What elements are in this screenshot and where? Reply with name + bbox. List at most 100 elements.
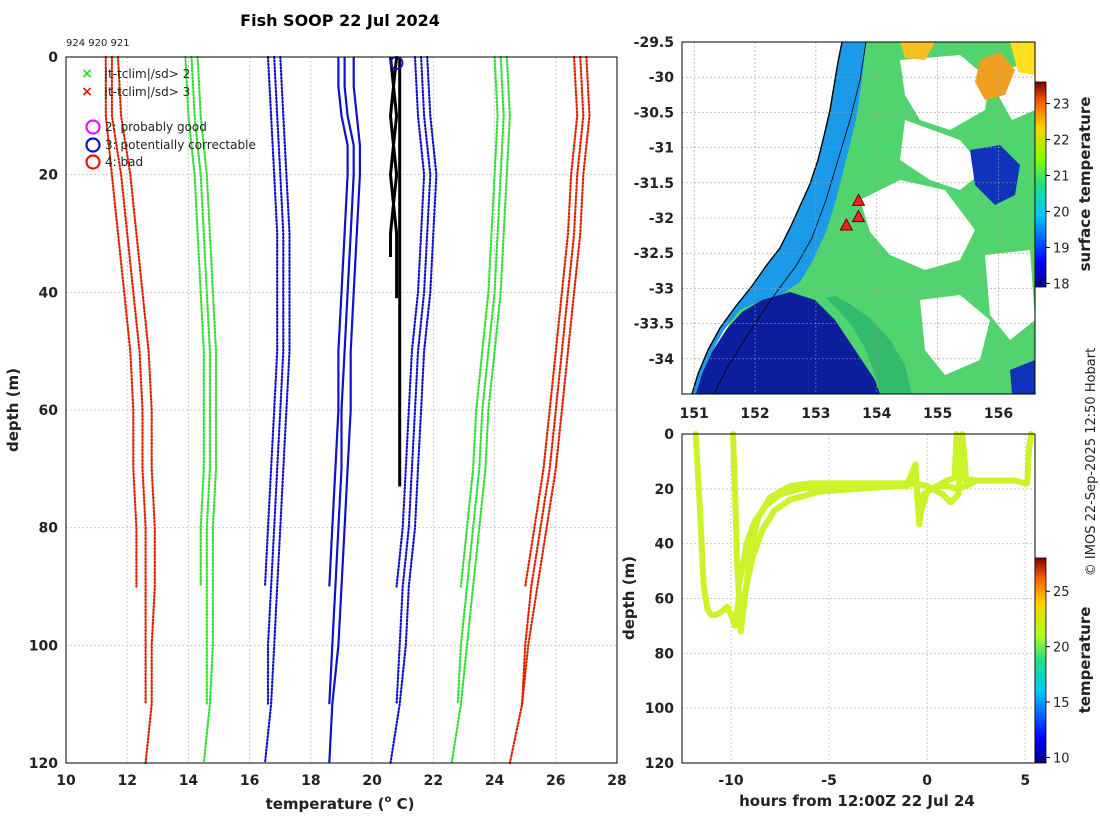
profile-series [104, 55, 591, 765]
profile-line-clim-1sd-low-a [263, 55, 279, 588]
legend-label-probably-good: 2: probably good [105, 120, 207, 134]
sst-cloud-gap-4 [985, 250, 1035, 340]
sst-warm-patch-3 [900, 42, 935, 60]
profile-xtick-label: 14 [179, 773, 199, 789]
map-xtick-label: 154 [862, 406, 891, 422]
sst-cloud-gap-2 [860, 180, 975, 270]
map-xtick-label: 156 [984, 406, 1013, 422]
profile-line-clim-2sd-low-a [184, 55, 205, 588]
profile-xtick-label: 16 [240, 773, 259, 789]
legend-label-3sd: |t-tclim|/sd> 3 [104, 85, 190, 99]
profile-line-clim-1sd-high-a [395, 55, 426, 588]
legend-x-red-icon: × [81, 84, 93, 100]
drop-site-triangle-icon [851, 193, 866, 206]
legend-label-potentially-correctable: 3: potentially correctable [105, 138, 256, 152]
map-ytick-label: -34 [649, 352, 675, 368]
profile-line-clim-1sd-low-b [266, 55, 285, 706]
profile-yticks: 0 20 40 60 80 100 120 [29, 50, 58, 772]
timeseries-xtick-label: 5 [1020, 773, 1030, 789]
map-ytick-label: -30 [649, 70, 675, 86]
profile-line-clim-2sd-high-c [450, 55, 512, 765]
drop-site-triangle-icon [839, 217, 854, 231]
legend-circle-red-icon [85, 154, 101, 170]
sst-colorbar-ticks: 18 19 20 21 22 23 [1046, 98, 1070, 292]
profile-title: Fish SOOP 22 Jul 2024 [240, 11, 440, 30]
map-xtick-label: 151 [680, 406, 709, 422]
sst-colorbar-tick-label: 19 [1053, 241, 1070, 256]
map-xtick-label: 155 [923, 406, 952, 422]
map-yticks: -29.5 -30 -30.5 -31 -31.5 -32 -32.5 -33 -33.5 -34 [634, 35, 675, 368]
timeseries-ytick-label: 60 [655, 592, 675, 608]
profile-xlabel: temperature (o C) [266, 794, 415, 813]
legend-x-green-icon: × [81, 66, 93, 82]
timeseries-points [692, 431, 1035, 635]
map-ytick-label: -31.5 [634, 176, 674, 192]
timeseries-xtick-label: 0 [922, 773, 932, 789]
map-ytick-label: -31 [649, 141, 674, 157]
legend-circle-blue-icon [85, 137, 101, 153]
profile-xtick-label: 10 [56, 773, 76, 789]
sst-colorbar-tick-label: 21 [1053, 170, 1070, 185]
profile-line-clim-2sd-low-c [196, 55, 218, 765]
map-ytick-label: -33 [649, 281, 674, 297]
map-ytick-label: -32 [649, 211, 674, 227]
timeseries-xtick-label: -10 [718, 773, 744, 789]
legend-circle-magenta-icon [85, 119, 101, 135]
profile-line-clim-mean-c [328, 57, 361, 764]
map-xtick-label: 153 [801, 406, 830, 422]
sst-cloud-gap-1 [900, 55, 990, 130]
profile-ytick-label: 40 [39, 285, 59, 301]
profile-xtick-label: 18 [301, 773, 320, 789]
timeseries-ylabel: depth (m) [620, 556, 638, 640]
temperature-colorbar-tick-label: 20 [1053, 641, 1070, 656]
sst-cloud-gap-3 [900, 120, 985, 190]
sst-colorbar-tick-label: 18 [1053, 277, 1070, 292]
map-ytick-label: -29.5 [634, 35, 674, 51]
profile-xtick-label: 24 [485, 773, 505, 789]
profile-ytick-label: 20 [39, 168, 59, 184]
timeseries-ytick-label: 100 [645, 701, 674, 717]
profile-id-label: 924 920 921 [66, 38, 130, 49]
profile-line-obs-profile-2 [391, 56, 399, 299]
sst-warm-patch-2 [1010, 42, 1035, 75]
temperature-colorbar-label: temperature [1076, 607, 1094, 714]
timeseries-ytick-label: 20 [655, 482, 675, 498]
map-xtick-label: 152 [740, 406, 769, 422]
sst-eddy-edge [826, 296, 912, 394]
map-ytick-label: -30.5 [634, 105, 674, 121]
profile-line-clim-3sd-high-b [520, 55, 585, 706]
timeseries-xtick-label: -5 [821, 773, 837, 789]
profile-line-clim-mean-a [328, 57, 349, 587]
timeseries-ytick-label: 40 [655, 537, 675, 553]
map-ytick-label: -33.5 [634, 317, 674, 333]
shelf-contour [713, 42, 867, 394]
sst-colorbar-tick-label: 22 [1053, 134, 1070, 149]
sst-cold-patch [970, 145, 1020, 205]
sst-cold-eddy [696, 292, 880, 394]
temperature-colorbar-ticks: 10 15 20 25 [1046, 585, 1070, 766]
timeseries-xticks: -10 -5 0 5 [718, 773, 1030, 789]
timeseries-ytick-label: 0 [664, 427, 674, 443]
profile-xtick-label: 12 [117, 773, 136, 789]
credit-text: © IMOS 22-Sep-2025 12:50 Hobart [1084, 348, 1099, 576]
temperature-colorbar-tick-label: 25 [1053, 585, 1070, 600]
profile-ytick-label: 80 [39, 521, 59, 537]
profile-line-clim-2sd-high-b [456, 55, 505, 706]
sst-warm-patch-1 [975, 52, 1015, 100]
profile-line-clim-2sd-high-a [459, 55, 499, 588]
coastline [691, 42, 843, 394]
legend-label-2sd: |t-tclim|/sd> 2 [104, 67, 190, 81]
profile-line-clim-1sd-low-c [263, 55, 291, 765]
legend-label-bad: 4: bad [105, 155, 143, 169]
temperature-colorbar [1034, 557, 1047, 764]
profile-xtick-label: 22 [424, 773, 443, 789]
profile-line-clim-mean-b [328, 57, 355, 705]
timeseries-yticks: 0 20 40 60 80 100 120 [645, 427, 674, 772]
profile-xtick-label: 26 [546, 773, 565, 789]
profile-line-clim-1sd-high-c [389, 55, 438, 765]
profile-line-clim-3sd-low-b [110, 55, 147, 706]
sst-colorbar-tick-label: 23 [1053, 98, 1070, 113]
profile-line-clim-2sd-low-b [190, 55, 211, 706]
timeseries-ytick-label: 80 [655, 646, 675, 662]
